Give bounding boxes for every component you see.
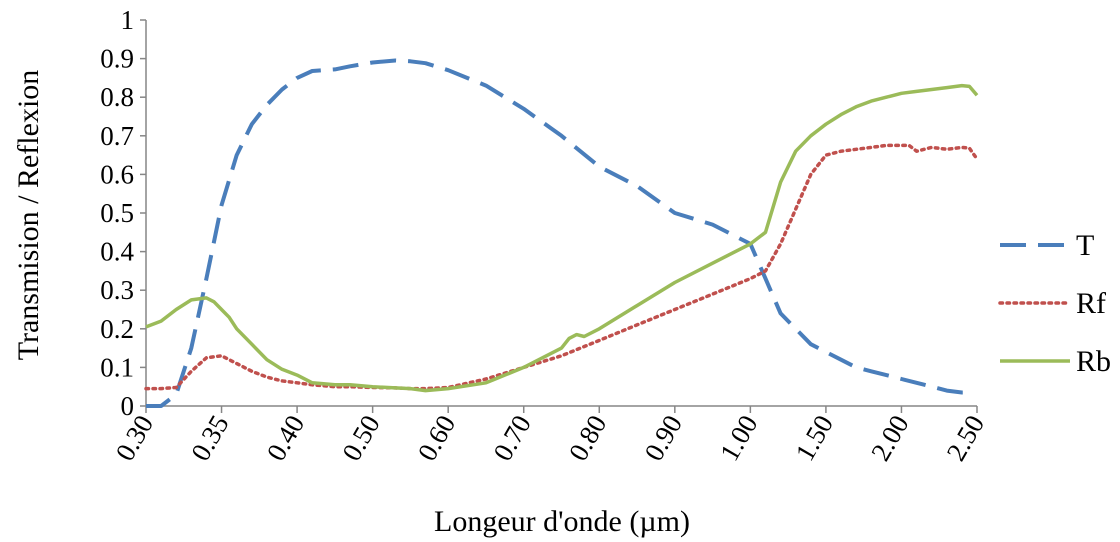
x-tick-label: 0.30 [110,410,160,466]
x-tick-label: 0.70 [487,410,537,466]
legend-label-rf: Rf [1076,287,1106,320]
y-tick-label: 1 [121,5,135,35]
x-tick-label: 0.60 [412,410,462,466]
legend-label-rb: Rb [1076,345,1111,378]
y-tick-label: 0.3 [100,275,134,305]
y-tick-label: 0.5 [100,198,134,228]
series-line-rb [145,83,979,393]
y-tick-label: 0.8 [100,82,134,112]
y-tick-label: 0.1 [100,352,134,382]
x-tick-label: 1.00 [714,410,764,466]
y-axis: 0 0.1 0.2 0.3 0.4 0.5 0.6 0.7 0.8 0.9 1 [100,5,147,421]
x-tick-label: 2.00 [865,410,915,466]
y-tick-label: 0 [121,391,135,421]
y-axis-title: Transmision / Reflexion [12,70,45,361]
legend: T Rf Rb [998,229,1111,378]
x-axis-title: Longeur d'onde (µm) [434,505,690,538]
x-tick-label: 0.50 [336,410,386,466]
series-layer [144,58,979,408]
x-tick-label: 0.80 [563,410,613,466]
x-tick-label: 0.40 [261,410,311,466]
y-tick-label: 0.9 [100,44,134,74]
x-tick-label: 0.90 [638,410,688,466]
legend-label-t: T [1076,229,1094,262]
y-tick-label: 0.2 [100,314,134,344]
y-tick-label: 0.7 [100,121,134,151]
series-line-rf [144,143,979,391]
series-line-t [146,58,970,408]
x-tick-label: 0.35 [185,410,235,466]
x-tick-label: 2.50 [941,410,991,466]
y-tick-label: 0.4 [100,237,134,267]
x-axis: 0.30 0.35 0.40 0.50 0.60 0.70 0.80 0.90 1.00 1.50… [110,405,991,466]
y-tick-label: 0.6 [100,159,134,189]
x-tick-label: 1.50 [789,410,839,466]
